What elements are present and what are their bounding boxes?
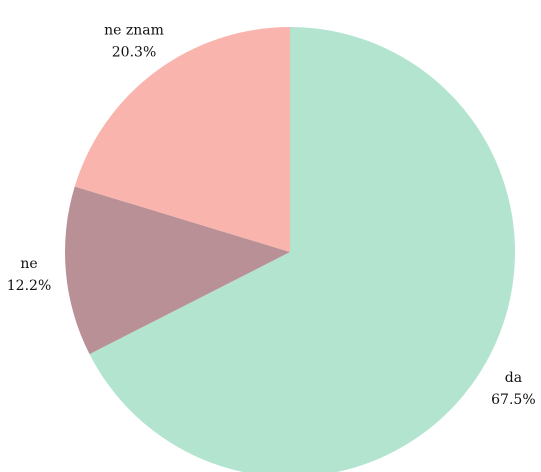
pie-slice <box>89 27 515 472</box>
pie-slice <box>65 186 290 355</box>
slice-value-label: 67.5% <box>491 392 535 408</box>
slice-label: da <box>505 370 522 386</box>
slice-value-label: 12.2% <box>7 278 51 294</box>
slice-label: ne znam <box>104 22 164 38</box>
slice-label: ne <box>20 256 37 272</box>
slice-value-label: 20.3% <box>112 44 156 60</box>
pie-slice <box>74 27 290 252</box>
